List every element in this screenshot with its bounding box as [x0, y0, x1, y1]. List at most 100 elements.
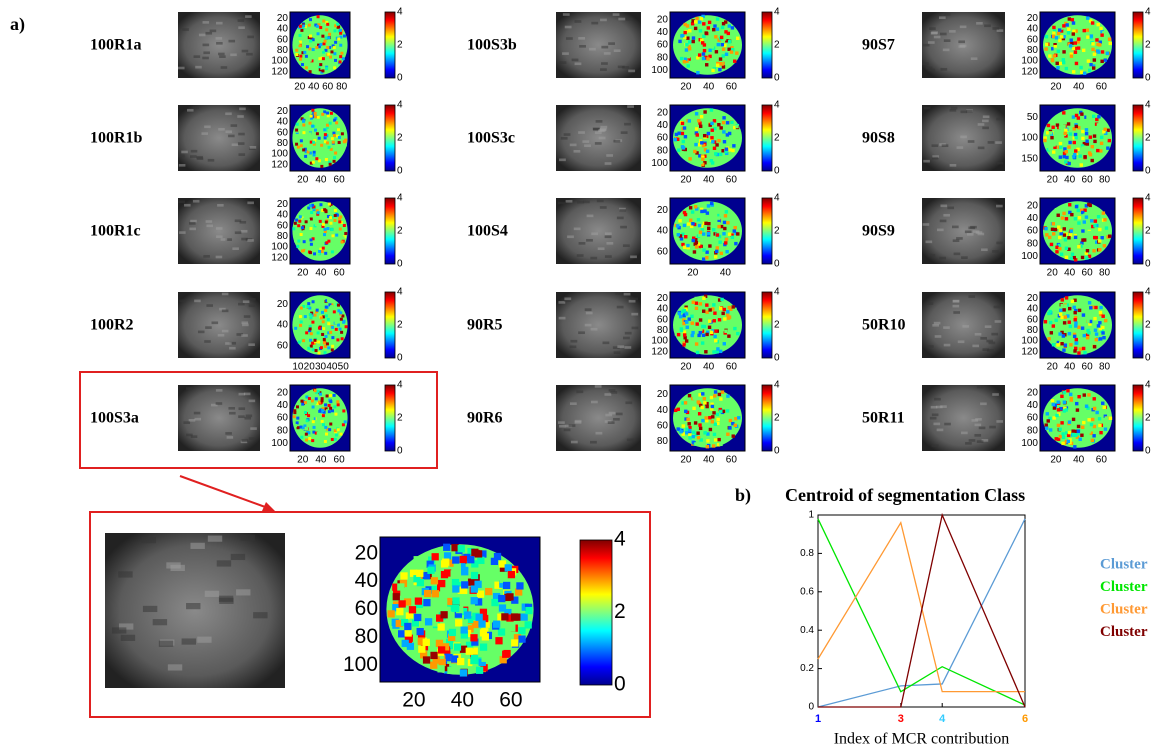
- map-pixel: [431, 553, 439, 561]
- map-pixel: [302, 230, 306, 234]
- map-pixel: [1076, 429, 1081, 434]
- map-pixel: [686, 64, 690, 68]
- map-pixel: [334, 151, 338, 155]
- texture: [923, 106, 931, 110]
- map-pixel: [1092, 66, 1096, 70]
- map-pixel: [1048, 320, 1053, 325]
- map-pixel: [318, 68, 322, 72]
- map-pixel: [702, 22, 706, 26]
- map-pixel: [311, 405, 315, 409]
- map-pixel: [688, 218, 693, 222]
- map-pixel: [341, 314, 345, 318]
- map-pixel: [323, 110, 327, 114]
- texture: [118, 623, 134, 630]
- map-pixel: [1068, 140, 1072, 145]
- map-pixel: [324, 143, 328, 147]
- map-pixel: [708, 244, 712, 248]
- map-pixel: [1081, 346, 1086, 351]
- map-pixel: [430, 577, 438, 585]
- map-pixel: [329, 203, 333, 207]
- map-pixel: [320, 397, 324, 401]
- map-pixel: [700, 228, 704, 232]
- map-pixel: [693, 213, 697, 218]
- texture: [977, 232, 985, 236]
- texture: [597, 129, 605, 133]
- map-pixel: [506, 593, 514, 601]
- texture: [574, 419, 582, 423]
- map-pixel: [339, 31, 343, 35]
- map-pixel: [404, 622, 412, 631]
- map-pixel: [728, 148, 732, 152]
- texture: [207, 158, 215, 162]
- texture: [607, 421, 615, 424]
- sample-label: 50R10: [862, 317, 906, 334]
- map-pixel: [702, 248, 706, 252]
- map-pixel: [1051, 47, 1055, 51]
- map-pixel: [711, 140, 715, 144]
- map-pixel: [308, 132, 312, 136]
- colorbar: [761, 384, 773, 452]
- y-tick-label: 120: [651, 346, 668, 357]
- map-pixel: [1068, 156, 1073, 160]
- sample-label: 100S3a: [90, 410, 139, 427]
- colorbar: [1132, 104, 1144, 172]
- texture: [189, 227, 197, 231]
- map-pixel: [723, 214, 728, 218]
- y-tick-label: 80: [355, 625, 378, 648]
- texture: [569, 402, 577, 405]
- texture: [236, 589, 251, 596]
- map-pixel: [1068, 210, 1072, 215]
- y-tick-label: 60: [657, 314, 669, 325]
- map-pixel: [332, 131, 336, 135]
- texture: [178, 200, 186, 204]
- map-pixel: [716, 347, 720, 351]
- map-pixel: [730, 235, 735, 240]
- map-pixel: [1068, 306, 1072, 311]
- map-pixel: [1102, 405, 1106, 410]
- map-pixel: [737, 137, 742, 141]
- map-pixel: [700, 148, 704, 152]
- map-pixel: [704, 416, 708, 420]
- map-pixel: [691, 39, 695, 44]
- map-pixel: [441, 643, 450, 651]
- map-pixel: [719, 442, 723, 447]
- y-tick-label: 60: [657, 246, 669, 257]
- map-pixel: [1060, 216, 1065, 220]
- map-pixel: [327, 331, 331, 335]
- texture: [186, 603, 201, 610]
- map-pixel: [696, 435, 701, 440]
- texture: [166, 562, 181, 569]
- map-pixel: [340, 132, 344, 136]
- map-pixel: [733, 146, 737, 150]
- map-pixel: [321, 332, 325, 336]
- map-pixel: [1076, 46, 1081, 50]
- map-pixel: [339, 215, 343, 219]
- texture: [567, 235, 574, 239]
- map-pixel: [1072, 29, 1076, 33]
- highlight-box: [79, 371, 438, 469]
- map-pixel: [1080, 241, 1084, 245]
- texture: [219, 55, 226, 58]
- map-pixel: [318, 65, 322, 69]
- map-pixel: [723, 317, 727, 321]
- texture: [179, 299, 186, 303]
- map-pixel: [338, 227, 342, 231]
- map-pixel: [404, 635, 413, 643]
- map-pixel: [341, 236, 345, 240]
- texture: [612, 417, 620, 421]
- texture: [584, 308, 592, 311]
- map-pixel: [705, 404, 709, 409]
- map-pixel: [330, 409, 334, 413]
- map-pixel: [337, 141, 341, 145]
- map-pixel: [1084, 251, 1089, 255]
- map-pixel: [716, 221, 721, 226]
- map-pixel: [721, 409, 726, 414]
- panel-label: a): [10, 14, 25, 35]
- map-pixel: [337, 37, 341, 41]
- texture: [956, 146, 964, 149]
- map-pixel: [1046, 148, 1050, 152]
- map-pixel: [308, 209, 312, 213]
- map-pixel: [294, 424, 298, 428]
- map-pixel: [1082, 141, 1087, 146]
- map-pixel: [685, 345, 690, 349]
